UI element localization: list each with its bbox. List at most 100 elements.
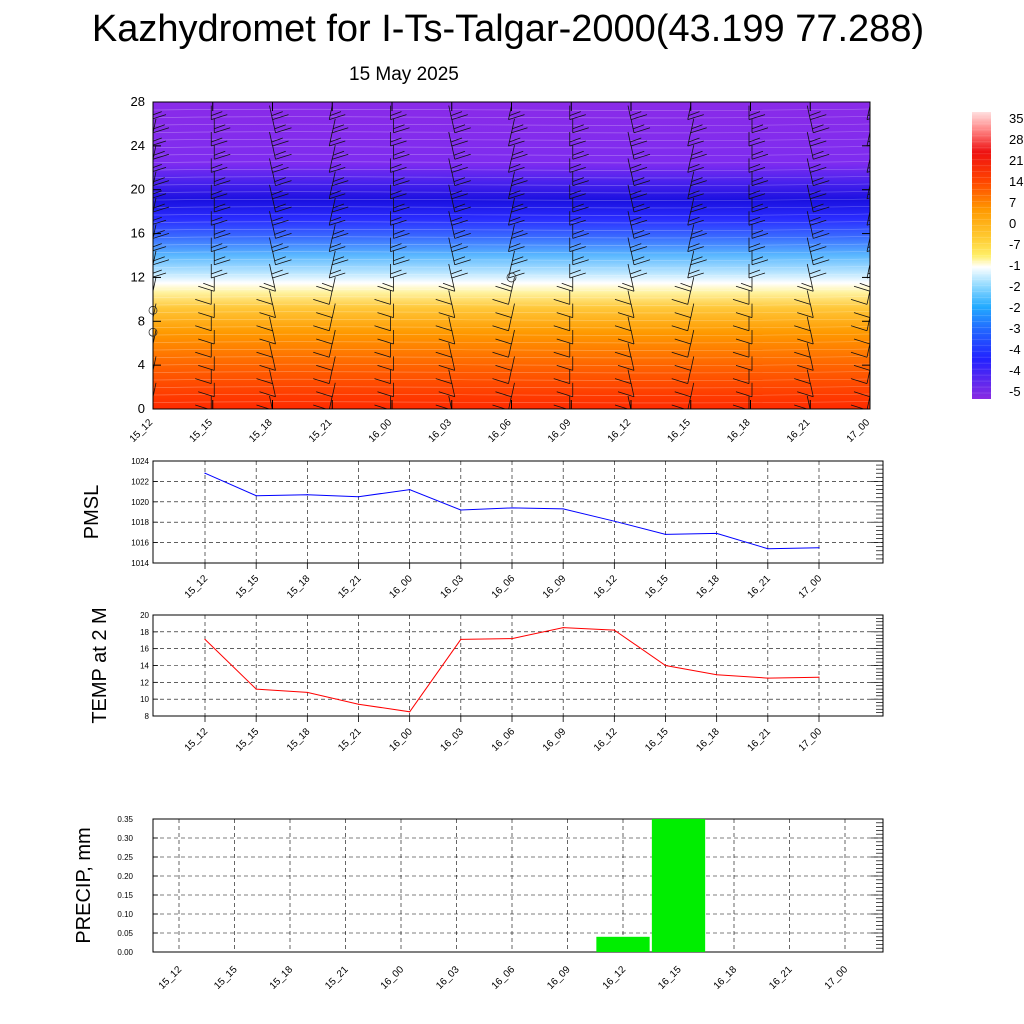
wind-barb-flag xyxy=(569,272,586,279)
contour-line xyxy=(153,206,870,209)
wind-barb-flag xyxy=(272,193,289,200)
wind-barb-flag xyxy=(732,378,750,384)
wind-barb-flag xyxy=(810,219,827,226)
wind-barb-flag xyxy=(214,233,231,239)
wind-barb-flag xyxy=(690,153,707,160)
wind-barb-flag xyxy=(688,269,700,275)
wind-barb-flag xyxy=(690,127,707,134)
wind-barb-flag xyxy=(748,140,766,147)
wind-barb-flag xyxy=(332,203,345,209)
wind-barb-flag xyxy=(751,259,769,266)
wind-barb-flag xyxy=(214,203,226,209)
data-point xyxy=(562,627,564,629)
x-tick-label: 16_00 xyxy=(367,417,395,445)
wind-barb-flag xyxy=(329,193,346,200)
wind-barb-staff xyxy=(806,237,811,252)
wind-barb-flag xyxy=(810,140,827,147)
wind-barb-flag xyxy=(630,111,642,116)
y-tick-label: 1018 xyxy=(131,518,149,527)
wind-barb-flag xyxy=(630,243,642,248)
x-tick-label: 16_03 xyxy=(426,417,454,445)
wind-barb-flag xyxy=(687,219,704,226)
contour-line xyxy=(153,131,870,134)
x-tick-label: 16_00 xyxy=(387,726,415,754)
wind-barb-flag xyxy=(316,285,333,292)
wind-barb-flag xyxy=(211,167,228,173)
wind-barb-flag xyxy=(748,193,766,200)
wind-barb-flag xyxy=(569,246,586,252)
wind-barb-flag xyxy=(329,219,346,226)
y-tick-label: 0.05 xyxy=(117,929,133,938)
wind-barb-flag xyxy=(691,150,703,156)
wind-barb-flag xyxy=(794,299,811,305)
wind-barb-flag xyxy=(390,272,407,279)
wind-barb-flag xyxy=(569,111,581,116)
wind-barb-staff xyxy=(328,184,333,199)
y-tick-label: 0.25 xyxy=(117,853,133,862)
wind-barb-flag xyxy=(377,285,394,292)
wind-barb-flag xyxy=(853,365,870,371)
wind-barb-staff xyxy=(448,290,453,305)
wind-barb-staff xyxy=(809,250,814,265)
wind-barb-flag xyxy=(450,269,463,275)
x-tick-label: 16_09 xyxy=(546,417,574,445)
wind-barb-flag xyxy=(454,206,471,213)
data-point xyxy=(613,629,615,631)
wind-barb-flag xyxy=(850,404,866,409)
wind-barb-flag xyxy=(153,246,167,252)
contour-line xyxy=(153,333,870,336)
wind-barb-flag xyxy=(850,351,868,358)
contour-line xyxy=(153,191,870,194)
wind-barb-staff xyxy=(272,171,276,186)
wind-barb-flag xyxy=(850,325,868,332)
wind-barb-flag xyxy=(214,177,226,182)
wind-barb-staff xyxy=(272,303,276,318)
wind-barb-flag xyxy=(569,193,586,200)
wind-barb-flag xyxy=(871,204,882,208)
wind-barb-flag xyxy=(688,243,700,248)
wind-barb-flag xyxy=(393,230,405,235)
wind-barb-flag xyxy=(259,312,276,318)
wind-barb-flag xyxy=(454,127,471,134)
x-tick-label: 15_12 xyxy=(183,573,211,601)
wind-barb-flag xyxy=(572,230,584,235)
wind-barb-staff xyxy=(687,290,692,305)
wind-barb-flag xyxy=(377,365,394,371)
wind-barb-flag xyxy=(453,124,466,130)
wind-barb-flag xyxy=(271,137,283,143)
wind-barb-staff xyxy=(511,250,515,265)
wind-barb-flag xyxy=(259,285,276,292)
wind-barb-flag xyxy=(492,378,509,384)
wind-barb-flag xyxy=(271,243,283,248)
wind-barb-flag xyxy=(735,285,753,292)
wind-barb-flag xyxy=(809,216,821,222)
wind-barb-staff xyxy=(690,277,695,292)
contour-line xyxy=(153,153,870,156)
x-tick-label: 15_12 xyxy=(183,726,211,754)
x-tick-label: 16_18 xyxy=(694,573,722,601)
y-tick-label: 28 xyxy=(131,94,145,109)
wind-barb-flag xyxy=(687,140,704,147)
wind-barb-staff xyxy=(687,369,692,384)
y-tick-label: 16 xyxy=(131,226,145,241)
wind-barb-flag xyxy=(630,114,648,120)
precip-bar xyxy=(651,819,706,952)
wind-barb-flag xyxy=(614,404,630,409)
x-tick-label: 15_18 xyxy=(247,417,275,445)
x-tick-label: 15_21 xyxy=(307,417,335,445)
y-tick-label: 10 xyxy=(140,695,149,704)
wind-barb-flag xyxy=(329,216,342,222)
wind-barb-flag xyxy=(850,378,868,384)
wind-barb-staff xyxy=(511,329,515,345)
wind-barb-flag xyxy=(442,282,455,288)
wind-barb-flag xyxy=(153,233,170,239)
wind-barb-flag xyxy=(451,193,468,200)
wind-barb-staff xyxy=(448,237,453,252)
wind-barb-flag xyxy=(198,312,215,318)
wind-barb-flag xyxy=(454,233,471,239)
wind-barb-staff xyxy=(809,171,814,186)
wind-barb-flag xyxy=(332,180,349,186)
wind-barb-flag xyxy=(572,153,589,160)
x-tick-label: 15_21 xyxy=(336,573,364,601)
